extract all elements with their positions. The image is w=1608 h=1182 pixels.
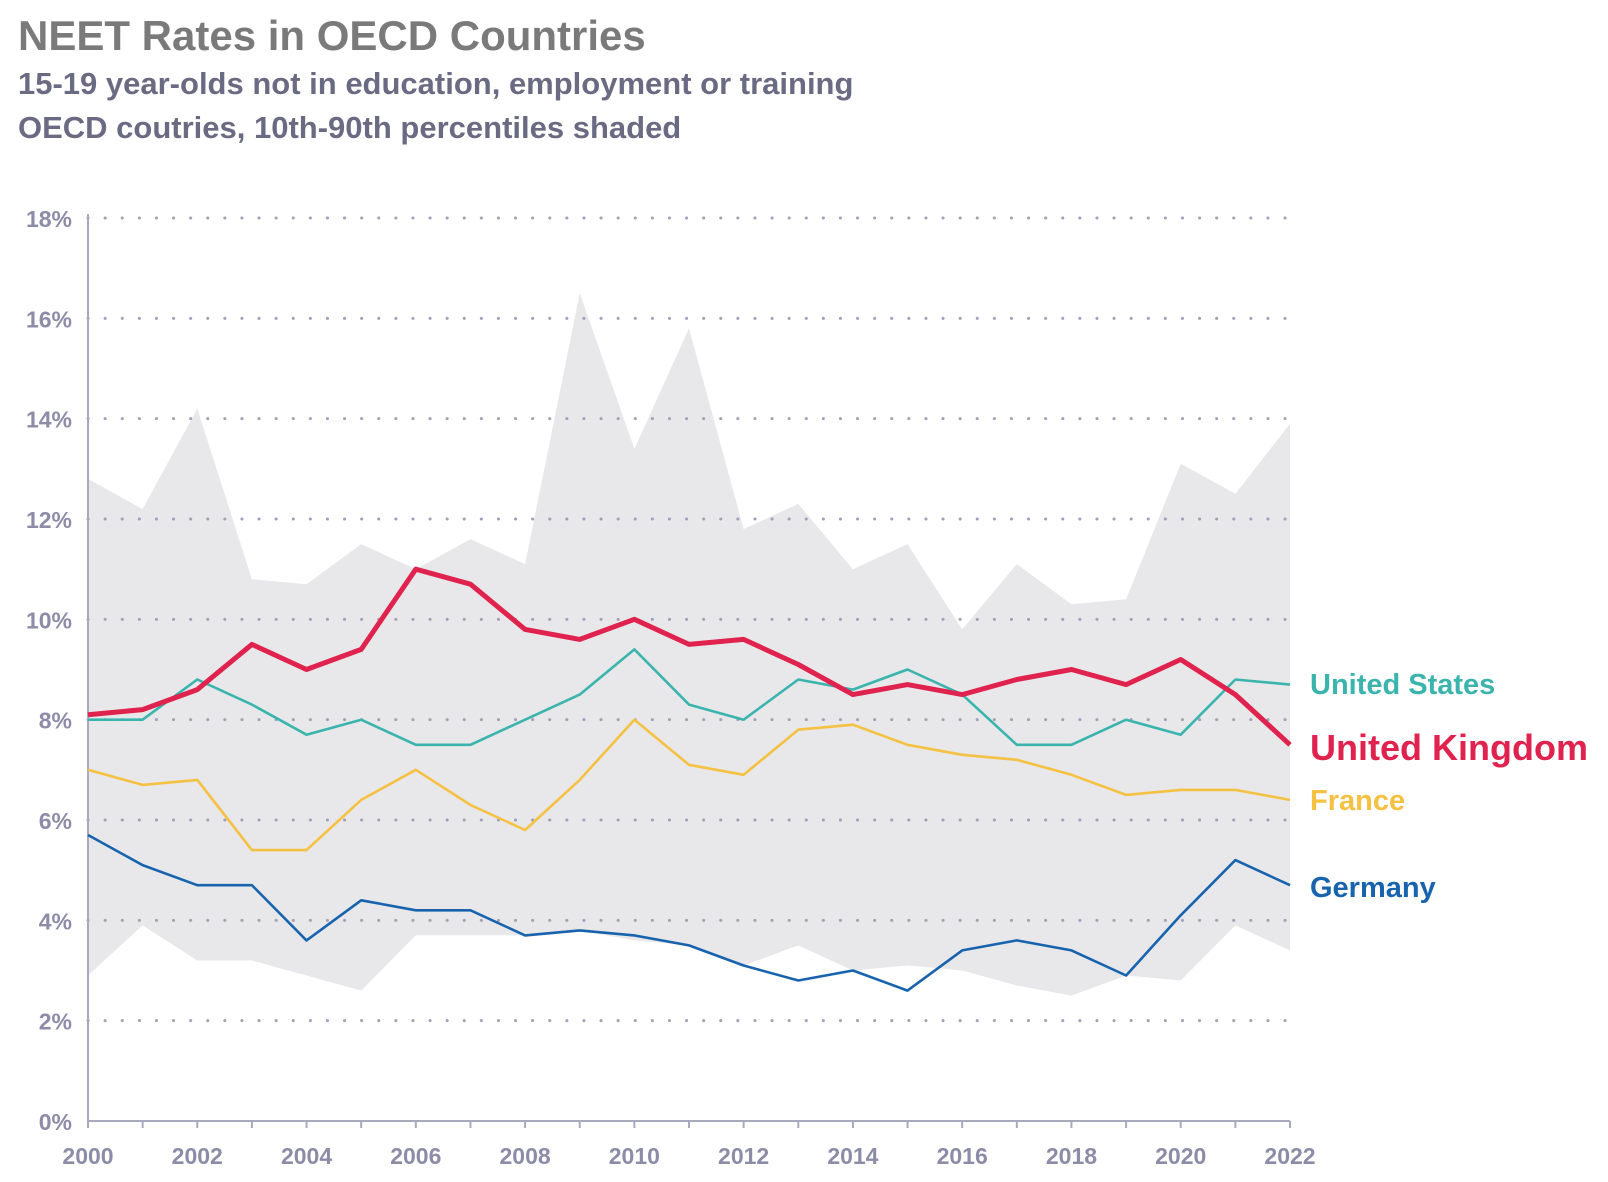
x-tick-label: 2010 [609,1143,660,1169]
series-label-united-states: United States [1310,669,1495,701]
series-line-united-kingdom [87,566,1292,747]
series-layer [87,566,1292,992]
y-tick-label: 4% [39,908,72,934]
y-tick-label: 18% [26,206,72,232]
x-tick-label: 2008 [500,1143,551,1169]
chart-title: NEET Rates in OECD Countries [18,12,646,59]
x-tick-label: 2016 [937,1143,988,1169]
y-tick-label: 16% [26,306,72,332]
x-tick-label: 2006 [390,1143,441,1169]
series-label-layer: United States United Kingdom France Germany [1310,669,1588,904]
x-tick-label: 2022 [1264,1143,1315,1169]
chart-subtitle-line1: 15-19 year-olds not in education, employ… [18,66,854,101]
x-tick-label: 2018 [1046,1143,1097,1169]
series-line-germany [87,833,1291,992]
series-line-france [87,718,1291,852]
y-tick-label: 14% [26,407,72,433]
x-tick-label: 2000 [62,1143,113,1169]
x-tick-label: 2014 [827,1143,878,1169]
x-tick-label: 2012 [718,1143,769,1169]
y-tick-label: 2% [39,1009,72,1035]
y-tick-label: 6% [39,808,72,834]
x-tick-label: 2004 [281,1143,332,1169]
y-tick-label: 10% [26,607,72,633]
series-label-france: France [1310,785,1405,817]
chart-subtitle-line2: OECD coutries, 10th-90th percentiles sha… [18,110,682,145]
axis-layer: 0% 2% 4% 6% 8% 10% 12% 14% 16% 18% 2000 2002 2004 200… [26,206,1316,1169]
y-tick-label: 8% [39,708,72,734]
series-label-united-kingdom: United Kingdom [1310,727,1588,768]
y-tick-label: 12% [26,507,72,533]
x-tick-label: 2002 [172,1143,223,1169]
series-line-united-states [88,648,1291,747]
y-tick-label: 0% [39,1109,72,1135]
x-tick-label: 2020 [1155,1143,1206,1169]
series-label-germany: Germany [1310,872,1436,904]
